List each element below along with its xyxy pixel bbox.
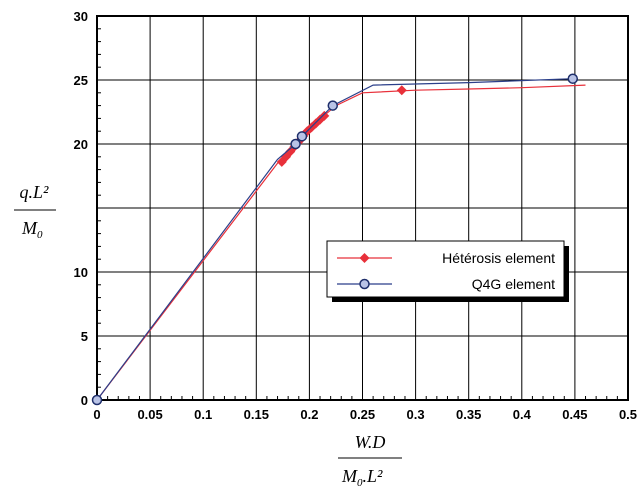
x-axis-label-denominator-tail: .L² — [363, 466, 384, 486]
x-axis-label: W.D M0.L² — [338, 432, 402, 489]
data-point-q4g — [567, 73, 579, 84]
data-point-heterosis — [319, 110, 330, 121]
plot-frame — [96, 15, 629, 401]
x-tick-label: 0.2 — [300, 407, 318, 422]
x-tick-label: 0.05 — [137, 407, 162, 422]
y-tick-label: 20 — [74, 137, 88, 152]
y-tick-label: 25 — [74, 73, 88, 88]
x-tick-label: 0.3 — [407, 407, 425, 422]
x-tick-label: 0.1 — [194, 407, 212, 422]
x-tick-label: 0.35 — [456, 407, 481, 422]
data-point-q4g — [296, 131, 308, 142]
y-axis-label: q.L² M0 — [14, 182, 56, 241]
legend: Hétérosis element Q4G element — [326, 240, 569, 302]
x-tick-label: 0.5 — [619, 407, 637, 422]
grid — [97, 16, 628, 400]
series — [91, 73, 586, 406]
data-point-heterosis — [396, 85, 407, 96]
x-tick-label: 0.15 — [244, 407, 269, 422]
data-point-q4g — [91, 394, 103, 406]
legend-label-heterosis: Hétérosis element — [442, 250, 555, 266]
ticks: 0 0.05 0.1 0.15 0.2 0.25 0.3 0.35 0.4 0.45 0.5 0 5 10… — [74, 9, 638, 422]
x-axis-label-denominator: M0.L² — [341, 466, 383, 489]
data-point-q4g — [290, 138, 301, 150]
y-tick-label: 0 — [81, 393, 88, 408]
x-tick-label: 0.4 — [513, 407, 532, 422]
data-point-q4g — [327, 100, 339, 111]
x-axis-label-denominator-main: M — [341, 466, 358, 486]
legend-marker-heterosis — [359, 253, 370, 263]
x-tick-label: 0 — [93, 407, 100, 422]
y-tick-label: 5 — [81, 329, 88, 344]
y-axis-label-denominator-sub: 0 — [37, 229, 43, 241]
legend-label-q4g: Q4G element — [472, 276, 555, 292]
y-axis-label-denominator-main: M — [21, 218, 38, 238]
y-tick-label: 30 — [74, 9, 88, 24]
x-tick-label: 0.25 — [350, 407, 375, 422]
x-axis-label-denominator-sub: 0 — [357, 477, 363, 489]
y-axis-label-numerator: q.L² — [20, 182, 50, 202]
series-line-1 — [96, 78, 573, 401]
x-axis-label-numerator: W.D — [355, 432, 386, 452]
x-tick-label: 0.45 — [562, 407, 587, 422]
legend-marker-q4g — [359, 278, 370, 290]
y-axis-label-denominator: M0 — [21, 218, 43, 241]
y-tick-label: 10 — [74, 265, 88, 280]
